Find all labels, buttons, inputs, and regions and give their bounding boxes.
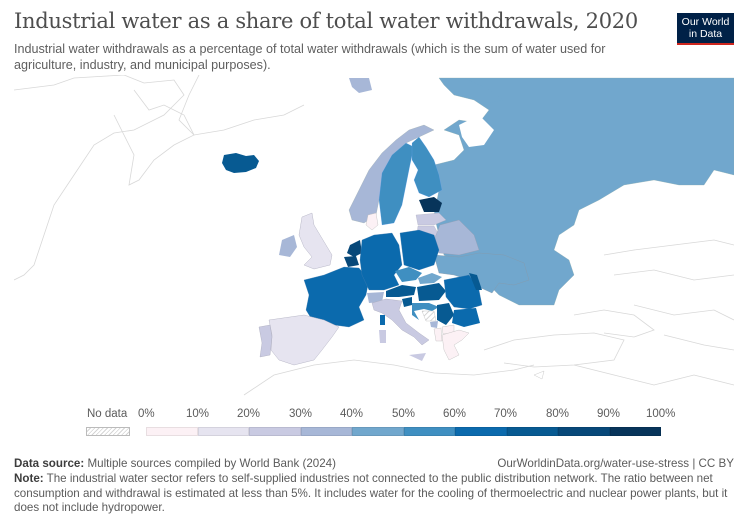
legend-bin[interactable] [558, 427, 610, 436]
source-text[interactable]: Multiple sources compiled by World Bank … [87, 457, 336, 470]
country-hungary[interactable] [417, 283, 446, 301]
logo-line-1: Our World [681, 16, 730, 28]
legend: No data 0% 10% 20% 30% 40% 50% 60% 70% 8… [0, 408, 748, 440]
legend-tick: 40% [340, 408, 364, 420]
country-montenegro[interactable] [430, 321, 438, 328]
white-sea [459, 115, 494, 147]
legend-bin[interactable] [609, 427, 661, 436]
country-switzerland[interactable] [367, 292, 384, 303]
central-asia-outline [603, 239, 734, 351]
country-latvia[interactable] [415, 212, 447, 226]
choropleth-map [14, 75, 734, 396]
country-italy[interactable] [371, 298, 430, 346]
country-ukraine[interactable] [433, 252, 530, 294]
legend-tick: 80% [546, 408, 570, 420]
turkey-outline [483, 332, 625, 368]
chart-subtitle: Industrial water withdrawals as a percen… [14, 42, 606, 72]
country-france[interactable] [303, 266, 370, 328]
country-italy-sicily[interactable] [409, 353, 426, 361]
country-iceland[interactable] [222, 153, 259, 173]
legend-tick: 70% [494, 408, 518, 420]
svalbard[interactable] [349, 78, 372, 93]
legend-tick: 0% [138, 408, 155, 420]
country-bosnia-no-data[interactable] [421, 310, 437, 322]
legend-bin[interactable] [249, 427, 301, 436]
legend-tick: 20% [237, 408, 261, 420]
arctic-islands-outline [178, 75, 305, 136]
legend-bin[interactable] [352, 427, 404, 436]
country-portugal[interactable] [258, 324, 273, 358]
country-moldova[interactable] [469, 273, 482, 290]
country-poland[interactable] [399, 229, 440, 271]
caucasus-outline [573, 309, 655, 338]
country-italy-sardinia[interactable] [379, 330, 386, 343]
country-belgium[interactable] [344, 256, 359, 267]
logo-line-2: in Data [688, 28, 723, 40]
country-spain[interactable] [268, 314, 340, 366]
legend-bin[interactable] [146, 427, 198, 436]
country-croatia[interactable] [412, 303, 439, 320]
country-slovakia[interactable] [418, 273, 442, 284]
legend-tick: 50% [392, 408, 416, 420]
country-sweden[interactable] [378, 142, 415, 226]
note: Note: The industrial water sector refers… [14, 472, 736, 516]
country-austria[interactable] [386, 285, 416, 297]
country-bulgaria[interactable] [452, 308, 480, 327]
country-denmark[interactable] [365, 212, 379, 231]
legend-bin[interactable] [403, 427, 455, 436]
legend-tick: 100% [646, 408, 676, 420]
north-africa-outline [243, 359, 535, 396]
country-romania[interactable] [443, 274, 483, 310]
middle-east-outline [573, 364, 734, 386]
country-czechia[interactable] [395, 267, 422, 282]
legend-no-data-swatch[interactable] [86, 427, 130, 436]
note-text: The industrial water sector refers to se… [14, 472, 728, 514]
chart-title: Industrial water as a share of total wat… [14, 9, 638, 33]
country-estonia[interactable] [419, 197, 442, 212]
owid-logo[interactable]: Our World in Data [677, 13, 734, 45]
country-russia-novaya-zemlya[interactable] [464, 78, 504, 103]
corsica[interactable] [380, 315, 385, 325]
legend-no-data-label: No data [87, 408, 128, 420]
greenland-coast [113, 89, 195, 186]
legend-tick: 10% [186, 408, 210, 420]
legend-bin[interactable] [506, 427, 558, 436]
background-outlines [14, 75, 734, 396]
source-label: Data source: [14, 457, 85, 470]
country-albania[interactable] [433, 327, 443, 342]
country-serbia[interactable] [437, 303, 454, 325]
country-germany[interactable] [359, 232, 403, 291]
source-url[interactable]: OurWorldinData.org/water-use-stress | CC… [497, 457, 734, 470]
country-slovenia[interactable] [402, 297, 412, 307]
greenland-outline [14, 75, 185, 281]
legend-bin[interactable] [197, 427, 249, 436]
legend-tick: 60% [443, 408, 467, 420]
legend-tick: 90% [597, 408, 621, 420]
note-label: Note: [14, 472, 44, 485]
country-greece[interactable] [441, 329, 470, 361]
country-ireland[interactable] [279, 235, 297, 257]
cyprus-outline [533, 370, 545, 380]
legend-bin[interactable] [300, 427, 352, 436]
legend-tick: 30% [289, 408, 313, 420]
country-netherlands[interactable] [347, 240, 362, 257]
legend-bin[interactable] [455, 427, 507, 436]
country-finland[interactable] [411, 136, 443, 198]
data-source: Data source: Multiple sources compiled b… [14, 457, 336, 470]
country-united-kingdom[interactable] [298, 212, 333, 270]
